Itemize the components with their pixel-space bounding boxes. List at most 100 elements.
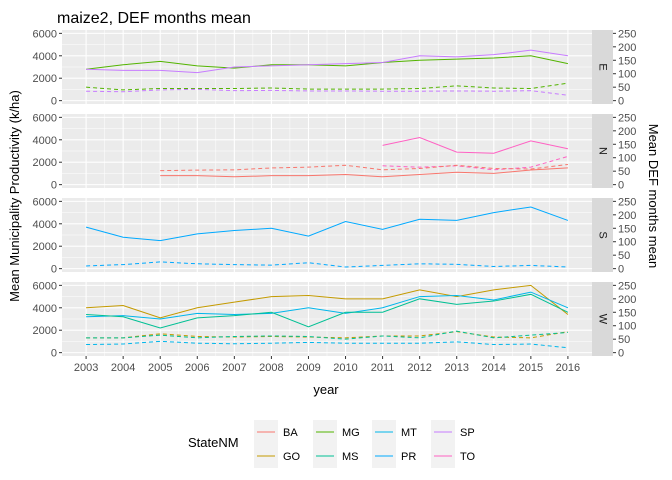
x-tick-label: 2014 [482, 362, 506, 374]
y-tick-label-left: 6000 [33, 112, 57, 124]
legend-label: GO [283, 451, 301, 463]
y-tick-label-right: 0 [618, 180, 624, 192]
y-tick-label-right: 100 [618, 237, 636, 249]
y-tick-label-left: 2000 [33, 241, 57, 253]
series-line-pr-def-months [86, 261, 568, 268]
facet-strip [592, 198, 613, 272]
series-line-mg-productivity [86, 55, 569, 70]
y-tick-label-left: 2000 [33, 157, 57, 169]
x-tick-label: 2004 [111, 362, 135, 374]
y-tick-label-right: 250 [618, 280, 636, 292]
y-tick-label-left: 0 [51, 180, 57, 192]
y-tick-label-right: 250 [618, 196, 636, 208]
facet-strip [592, 114, 613, 188]
y-tick-label-left: 6000 [33, 196, 57, 208]
y-axis-title-right: Mean DEF months mean [646, 124, 661, 269]
series-line-sp-def-months [86, 88, 568, 96]
series-line-mt-productivity [86, 291, 569, 320]
y-tick-label-right: 100 [618, 153, 636, 165]
legend-label: MG [342, 427, 360, 439]
series-line-to-def-months [382, 155, 569, 171]
x-axis: 2003 2004 2005 2006 2007 2008 2009 2010 2011 2012… [74, 356, 580, 374]
legend-item-to: TO [431, 444, 476, 468]
y-tick-label-left: 2000 [33, 73, 57, 85]
y-tick-label-right: 200 [618, 210, 636, 222]
y-tick-label-right: 250 [618, 112, 636, 124]
y-tick-label-right: 0 [618, 348, 624, 360]
y-tick-label-right: 0 [618, 96, 624, 108]
x-tick-label: 2013 [444, 362, 468, 374]
legend-item-ms: MS [313, 444, 359, 468]
legend: StateNM BA GO MG MS MT PR SP TO [188, 420, 476, 468]
legend-item-go: GO [254, 444, 301, 468]
x-tick-label: 2006 [185, 362, 209, 374]
series-line-mt-def-months [86, 340, 568, 349]
legend-label: BA [283, 427, 298, 439]
y-tick-label-right: 100 [618, 69, 636, 81]
series-line-ba-productivity [160, 167, 568, 178]
y-tick-label-left: 6000 [33, 28, 57, 40]
y-tick-label-right: 200 [618, 42, 636, 54]
facet-strip [592, 30, 613, 104]
legend-label: MT [401, 427, 417, 439]
legend-label: TO [460, 451, 476, 463]
series-line-to-productivity [382, 137, 569, 154]
y-tick-label-right: 150 [618, 223, 636, 235]
series-line-sp-productivity [86, 49, 568, 74]
x-tick-label: 2003 [74, 362, 98, 374]
x-tick-label: 2007 [222, 362, 246, 374]
legend-title: StateNM [188, 435, 239, 450]
x-axis-title: year [313, 382, 339, 397]
facet-strip-label: N [597, 147, 609, 155]
x-tick-label: 2005 [148, 362, 172, 374]
x-tick-label: 2009 [296, 362, 320, 374]
y-tick-label-right: 50 [618, 250, 630, 262]
facet-strip [592, 282, 613, 356]
legend-item-mg: MG [313, 420, 360, 444]
legend-item-ba: BA [254, 420, 298, 444]
y-tick-label-left: 4000 [33, 135, 57, 147]
x-tick-label: 2008 [259, 362, 283, 374]
facet-strip-label: S [597, 231, 609, 238]
legend-item-pr: PR [372, 444, 416, 468]
y-tick-label-right: 100 [618, 321, 636, 333]
y-tick-label-left: 4000 [33, 303, 57, 315]
series-line-ba-def-months [160, 163, 568, 172]
y-tick-label-right: 150 [618, 139, 636, 151]
legend-item-sp: SP [431, 420, 475, 444]
chart-title: maize2, DEF months mean [57, 10, 251, 27]
y-tick-label-right: 50 [618, 166, 630, 178]
x-tick-label: 2011 [371, 362, 395, 374]
y-tick-label-right: 50 [618, 334, 630, 346]
y-tick-label-right: 200 [618, 294, 636, 306]
series-line-mg-def-months [86, 82, 568, 91]
series-line-ms-productivity [86, 293, 569, 329]
facet-strip-label: W [597, 314, 609, 325]
y-tick-label-left: 0 [51, 264, 57, 276]
y-tick-label-left: 6000 [33, 280, 57, 292]
y-tick-label-right: 150 [618, 307, 636, 319]
series-line-pr-productivity [85, 206, 569, 242]
facet-strip-label: E [597, 63, 609, 70]
y-tick-label-right: 200 [618, 126, 636, 138]
y-tick-label-left: 4000 [33, 219, 57, 231]
legend-item-mt: MT [372, 420, 417, 444]
facet-panels: 0200040006000050100150200250E02000400060… [33, 28, 637, 359]
y-tick-label-left: 0 [51, 348, 57, 360]
y-tick-label-right: 150 [618, 55, 636, 67]
series-line-go-productivity [86, 284, 569, 319]
x-tick-label: 2012 [407, 362, 431, 374]
y-tick-label-right: 50 [618, 82, 630, 94]
legend-label: PR [401, 451, 416, 463]
legend-label: SP [460, 427, 475, 439]
y-tick-label-right: 0 [618, 264, 624, 276]
series-line-ms-def-months [86, 330, 568, 340]
legend-label: MS [342, 451, 359, 463]
x-tick-label: 2015 [519, 362, 543, 374]
y-tick-label-left: 2000 [33, 325, 57, 337]
